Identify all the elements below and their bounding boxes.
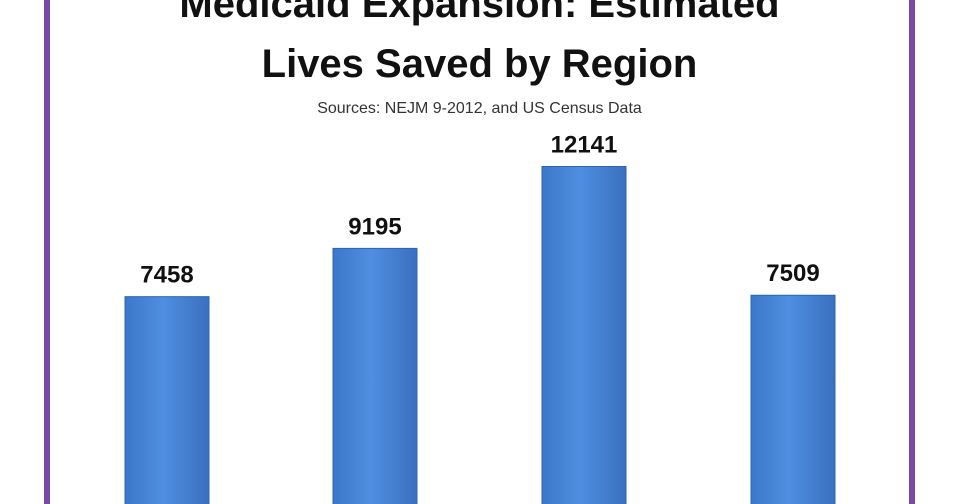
bar-4 xyxy=(750,294,836,504)
data-label-2: 9195 xyxy=(348,213,401,240)
bar-1 xyxy=(124,296,210,504)
data-labels: 7458 9195 12141 7509 xyxy=(140,131,819,288)
chart-subtitle: Sources: NEJM 9-2012, and US Census Data xyxy=(317,100,642,117)
data-label-4: 7509 xyxy=(766,260,819,287)
data-label-1: 7458 xyxy=(140,262,193,289)
frame-left-border xyxy=(44,0,50,504)
bar-2 xyxy=(332,247,418,504)
bar-3 xyxy=(541,165,627,504)
chart-title-line-1: Medicaid Expansion: Estimated xyxy=(179,0,780,26)
frame-right-border xyxy=(909,0,915,504)
bars xyxy=(124,165,836,504)
data-label-3: 12141 xyxy=(551,131,618,158)
chart-title-line-2: Lives Saved by Region xyxy=(261,42,698,86)
